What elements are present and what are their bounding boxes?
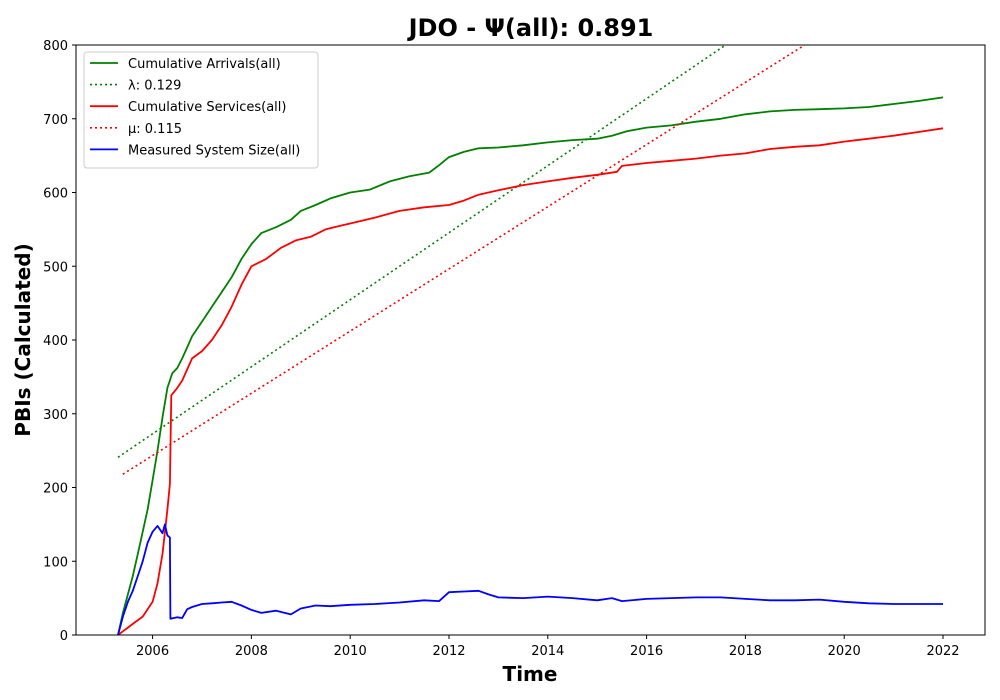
plot-area: [75, 44, 986, 636]
series-line-1: [117, 45, 727, 458]
y-tick-label: 800: [43, 39, 68, 54]
legend-label: Cumulative Arrivals(all): [128, 57, 281, 72]
y-axis: 0 100 200 300 400 500 600 700 800: [43, 39, 76, 644]
y-tick-label: 700: [43, 113, 68, 128]
x-tick-label: 2022: [926, 644, 959, 659]
legend-label: Measured System Size(all): [128, 143, 300, 158]
legend-label: λ: 0.129: [128, 79, 181, 94]
x-tick-label: 2012: [432, 644, 465, 659]
x-tick-label: 2006: [136, 644, 169, 659]
legend-box: [83, 51, 319, 169]
y-tick-label: 300: [43, 408, 68, 423]
x-tick-label: 2020: [828, 644, 861, 659]
x-tick-label: 2016: [630, 644, 663, 659]
x-tick-label: 2010: [334, 644, 367, 659]
x-axis-label: Time: [503, 662, 558, 686]
y-tick-label: 0: [60, 629, 68, 644]
legend: Cumulative Arrivals(all) λ: 0.129 Cumulati…: [83, 51, 319, 169]
series-line-3: [122, 45, 806, 475]
x-axis: 2006 2008 2010 2012 2014 2016 2018 2020 2022: [136, 635, 960, 659]
y-tick-label: 400: [43, 334, 68, 349]
series-line-0: [117, 96, 944, 635]
y-tick-label: 200: [43, 482, 68, 497]
legend-label: Cumulative Services(all): [128, 100, 286, 115]
x-tick-label: 2008: [235, 644, 268, 659]
y-tick-label: 600: [43, 187, 68, 202]
x-tick-label: 2014: [531, 644, 564, 659]
x-tick-label: 2018: [729, 644, 762, 659]
series-line-4: [117, 523, 943, 635]
series-line-2: [117, 127, 944, 635]
y-tick-label: 500: [43, 260, 68, 275]
series-group: [117, 45, 944, 635]
y-axis-label: PBIs (Calculated): [11, 243, 35, 436]
chart-title: JDO - Ψ(all): 0.891: [407, 14, 654, 42]
legend-label: μ: 0.115: [128, 122, 182, 137]
y-tick-label: 100: [43, 555, 68, 570]
